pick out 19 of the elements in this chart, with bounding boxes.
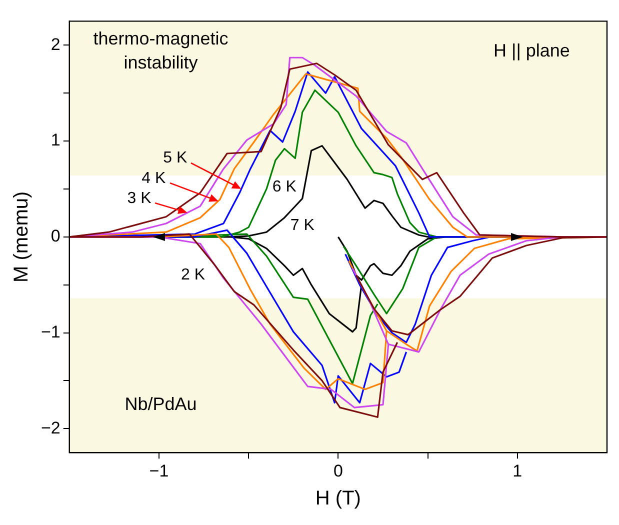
y-tick-label: 1 [50, 130, 60, 150]
x-tick-label: 0 [333, 461, 343, 480]
annotation: H || plane [494, 40, 570, 60]
y-tick-label: −1 [40, 322, 60, 342]
y-tick-label: 0 [50, 226, 60, 246]
annotation: Nb/PdAu [124, 394, 197, 414]
annotation: 4 K [142, 170, 166, 187]
x-tick-label: −1 [149, 461, 169, 480]
y-tick-label: −2 [40, 418, 60, 438]
annotation: 3 K [127, 190, 152, 207]
annotation: 2 K [181, 266, 206, 284]
annotation: 5 K [163, 150, 188, 167]
annotation: thermo-magnetic instability [93, 28, 228, 72]
annotation: 6 K [272, 178, 297, 196]
y-axis-title: M (memu) [10, 191, 33, 282]
annotation: 7 K [290, 216, 315, 234]
y-tick-label: 2 [50, 34, 60, 54]
x-tick-label: 1 [512, 461, 522, 480]
x-axis-title: H (T) [315, 488, 361, 510]
